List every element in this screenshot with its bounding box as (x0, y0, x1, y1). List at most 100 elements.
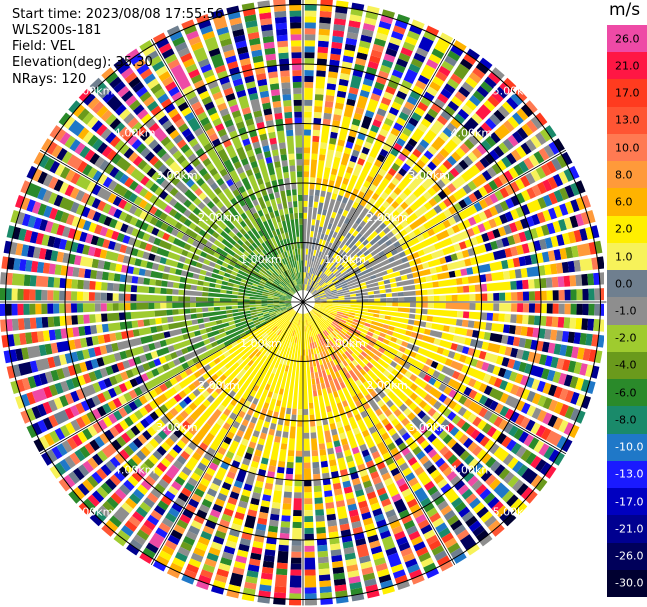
radial-gate (334, 316, 341, 321)
radial-gate (312, 360, 317, 367)
radial-gate (310, 330, 316, 343)
radial-gate (476, 143, 487, 155)
radial-gate (156, 148, 167, 159)
radial-gate (347, 26, 360, 34)
radial-gate (425, 322, 433, 329)
radial-gate (139, 40, 153, 52)
radial-gate (411, 416, 425, 430)
radial-gate (285, 213, 294, 244)
radial-gate (329, 459, 337, 467)
radial-gate (125, 225, 134, 235)
radial-gate (450, 360, 464, 372)
radial-gate (262, 207, 269, 215)
radial-gate (89, 77, 103, 91)
radial-gate (297, 409, 303, 415)
radial-gate (507, 358, 516, 369)
radial-gate (118, 283, 126, 292)
radial-gate (153, 505, 166, 516)
radial-gate (389, 191, 398, 200)
colorbar-bin (607, 542, 647, 571)
radial-gate (309, 408, 315, 415)
radial-gate (159, 256, 167, 265)
radial-gate (454, 91, 467, 103)
radial-gate (419, 276, 427, 283)
radial-gate (290, 557, 302, 564)
radial-gate (313, 473, 321, 481)
radial-gate (296, 165, 303, 172)
radial-gate (136, 249, 145, 258)
radial-gate (351, 352, 366, 368)
radial-gate (407, 30, 420, 41)
radial-gate (375, 422, 384, 431)
radial-gate (461, 511, 474, 523)
radial-gate (158, 356, 167, 365)
radial-gate (86, 116, 99, 129)
radial-gate (82, 220, 92, 231)
radial-gate (515, 400, 526, 412)
radial-gate (47, 356, 56, 369)
radial-gate (167, 316, 174, 323)
radial-gate (233, 161, 242, 170)
radial-gate (314, 302, 321, 304)
radial-gate (286, 407, 292, 415)
radial-gate (226, 253, 233, 260)
radial-gate (234, 84, 245, 93)
radial-gate (423, 403, 432, 413)
radial-gate (29, 303, 36, 315)
radial-gate (252, 283, 259, 287)
radial-gate (535, 478, 548, 492)
radial-gate (591, 334, 599, 347)
radial-gate (200, 350, 223, 367)
radial-gate (62, 252, 70, 264)
radial-gate (239, 494, 250, 503)
radial-gate (412, 164, 422, 174)
radial-gate (47, 316, 55, 328)
radial-gate (556, 154, 568, 169)
radial-gate (50, 222, 60, 235)
radial-gate (480, 511, 493, 523)
radial-gate (291, 539, 302, 546)
radial-gate (169, 433, 179, 443)
radial-gate (37, 403, 47, 417)
radial-gate (217, 191, 233, 210)
radial-gate (156, 325, 164, 332)
radial-gate (148, 55, 162, 67)
radial-gate (77, 127, 90, 140)
radial-gate (360, 189, 374, 207)
radial-gate (327, 327, 333, 333)
radial-gate (415, 302, 422, 308)
radial-gate (551, 157, 562, 171)
radial-gate (303, 414, 310, 433)
radial-gate (197, 462, 207, 472)
radial-gate (525, 419, 536, 432)
radial-gate (387, 552, 402, 568)
radial-gate (326, 297, 345, 301)
radial-gate (319, 16, 332, 24)
radial-gate (342, 360, 349, 367)
radial-gate (201, 390, 210, 399)
radial-gate (423, 374, 432, 383)
radial-gate (308, 249, 314, 267)
radial-gate (350, 124, 359, 132)
radial-gate (10, 210, 20, 224)
radial-gate (336, 240, 342, 247)
radial-gate (366, 98, 379, 113)
radial-gate (164, 380, 173, 389)
radial-gate (320, 454, 328, 462)
radial-gate (348, 377, 361, 395)
radial-gate (214, 123, 225, 132)
radial-gate (118, 211, 128, 221)
radial-gate (472, 130, 484, 142)
radial-gate (304, 105, 313, 112)
radial-gate (468, 311, 482, 320)
radial-gate (152, 127, 168, 142)
radial-gate (56, 443, 68, 457)
radial-gate (220, 441, 230, 450)
radial-gate (423, 191, 432, 201)
radial-gate (423, 91, 435, 102)
radial-gate (510, 442, 522, 455)
radial-gate (193, 127, 204, 137)
radial-gate (230, 23, 244, 32)
radial-gate (190, 472, 201, 482)
radial-gate (209, 427, 228, 451)
